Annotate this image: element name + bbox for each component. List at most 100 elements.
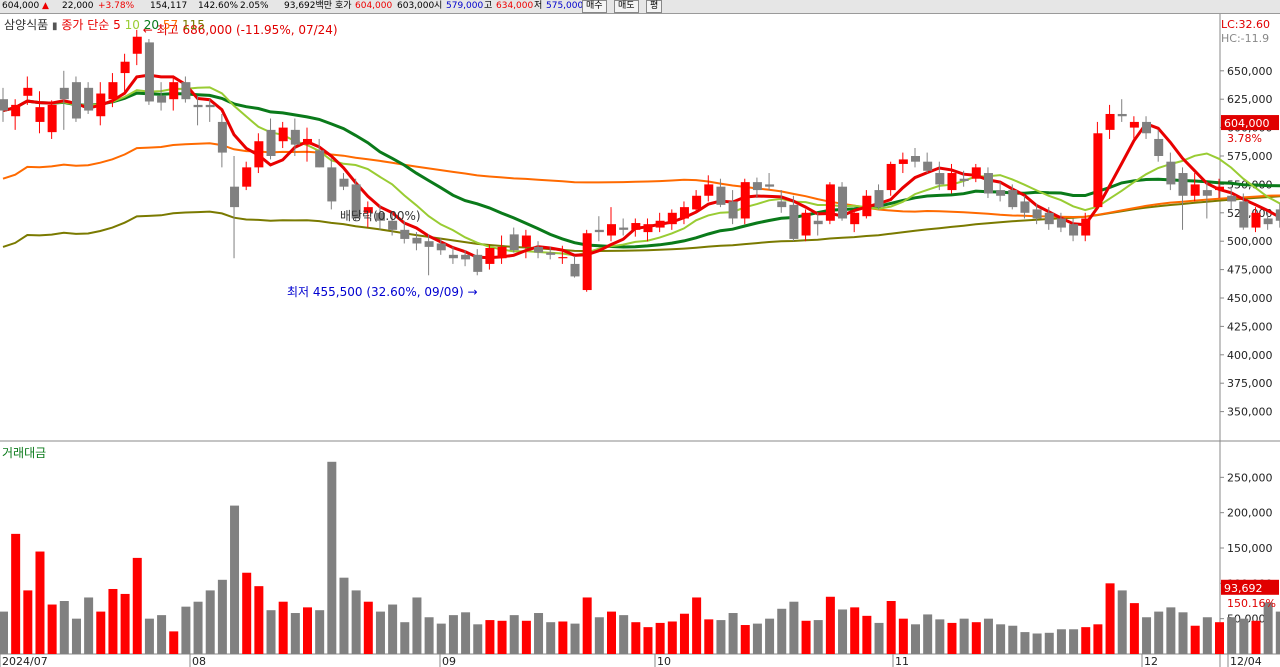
volume-bar (971, 622, 981, 654)
volume-bar (132, 557, 142, 654)
candle-body (679, 207, 689, 219)
candle-body (400, 229, 410, 239)
candle-body (1093, 133, 1103, 208)
ma-label: 종가 단순 (61, 18, 110, 32)
volume-bar (157, 615, 167, 654)
volume-bar (1056, 629, 1066, 654)
chart-background (0, 14, 1220, 667)
ma115-label: 115 (181, 18, 205, 32)
volume-bar (1081, 627, 1091, 654)
volume-bar (546, 622, 556, 654)
price-tick-label: 350,000 (1227, 406, 1273, 419)
candle-body (801, 212, 811, 236)
candle-body (1117, 113, 1127, 117)
candle-body (266, 129, 276, 156)
volume-bar (886, 601, 896, 654)
price-tick-label: 475,000 (1227, 264, 1273, 277)
candle-body (1239, 201, 1249, 228)
candle-body (655, 220, 665, 228)
volume-bar (303, 607, 312, 654)
volume-bar (619, 615, 629, 654)
volume-bar (558, 621, 568, 654)
candle-body (1251, 212, 1261, 228)
candle-body (461, 254, 471, 260)
low-annotation: 최저 455,500 (32.60%, 09/09) → (287, 285, 478, 299)
date-tick-label: 2024/07 (2, 655, 48, 667)
volume-bar (1129, 603, 1139, 654)
candle-body (0, 99, 8, 111)
candle-body (594, 229, 604, 233)
candle-body (412, 237, 422, 244)
hc-label: HC:-11.9 (1221, 32, 1269, 45)
volume-bar (923, 614, 933, 654)
candle-body (1263, 218, 1273, 225)
buy-button[interactable]: 매수 (582, 0, 607, 13)
candle-body (752, 182, 762, 191)
quote-label: 호가 (335, 1, 352, 11)
candle-body (1190, 184, 1200, 196)
candle-body (935, 173, 945, 185)
volume-bar (436, 623, 446, 654)
date-tick-label: 08 (192, 655, 206, 667)
volume-bar (728, 613, 738, 654)
volume-bar (1154, 611, 1164, 654)
bid-price: 603,000 (397, 1, 435, 11)
candle-body (607, 224, 616, 236)
date-tick-label: 12 (1144, 655, 1158, 667)
volume-bar (412, 597, 422, 654)
candle-body (534, 246, 544, 253)
open-price: 579,000 (446, 1, 484, 11)
candle-body (667, 212, 677, 225)
volume-bar (400, 622, 410, 654)
volume-bar (1190, 625, 1200, 654)
volume-bar (254, 586, 264, 654)
volume-bar (655, 622, 665, 654)
candle-body (108, 82, 118, 100)
ma10-line (2, 86, 1280, 257)
candle-body (862, 195, 872, 217)
volume-bar (1202, 617, 1212, 654)
candle-body (898, 159, 908, 164)
volume-bar (230, 505, 240, 654)
ma10-label: 10 (124, 18, 140, 32)
candle-body (692, 195, 702, 210)
volume-bar (607, 611, 616, 654)
volume-bar (0, 611, 8, 654)
volume-bar (96, 611, 106, 654)
volume-bar (388, 604, 398, 654)
candle-body (473, 254, 483, 272)
candle-body (1105, 113, 1115, 130)
volume-bar (898, 618, 908, 654)
ask-price: 604,000 (355, 1, 393, 11)
chart-legend: 삼양식품 ▮ 종가 단순 5 10 20 57 115 (4, 16, 205, 33)
volume-bar (850, 607, 860, 654)
price-volume-chart[interactable]: 650,000625,000600,000575,000550,000525,0… (0, 14, 1280, 667)
sell-button[interactable]: 매도 (614, 0, 639, 13)
eval-button[interactable]: 평 (646, 0, 663, 13)
candle-body (375, 212, 385, 221)
volume-bar (1142, 617, 1152, 654)
candle-body (290, 129, 300, 145)
volume-bar (534, 613, 544, 654)
candle-body (911, 156, 920, 162)
candle-body (947, 173, 957, 191)
volume-tick-label: 250,000 (1227, 471, 1273, 484)
volume-bar (1263, 602, 1273, 654)
volume-bar (497, 620, 507, 654)
candle-body (1275, 209, 1280, 221)
volume-bar (582, 597, 592, 654)
volume-ratio: 142.60% (198, 1, 239, 11)
candle-body (71, 82, 81, 119)
candle-body (388, 220, 398, 230)
volume-value: 154,117 (150, 1, 188, 11)
candle-body (485, 248, 495, 264)
volume-bar (789, 601, 799, 654)
volume-bar (1020, 632, 1030, 654)
candle-body (996, 190, 1006, 196)
change-pct: +3.78% (98, 1, 135, 11)
candle-body (1178, 173, 1188, 196)
candle-body (1008, 190, 1018, 208)
candle-body (558, 257, 568, 259)
volume-bar (996, 624, 1006, 654)
volume-bar (47, 604, 57, 654)
